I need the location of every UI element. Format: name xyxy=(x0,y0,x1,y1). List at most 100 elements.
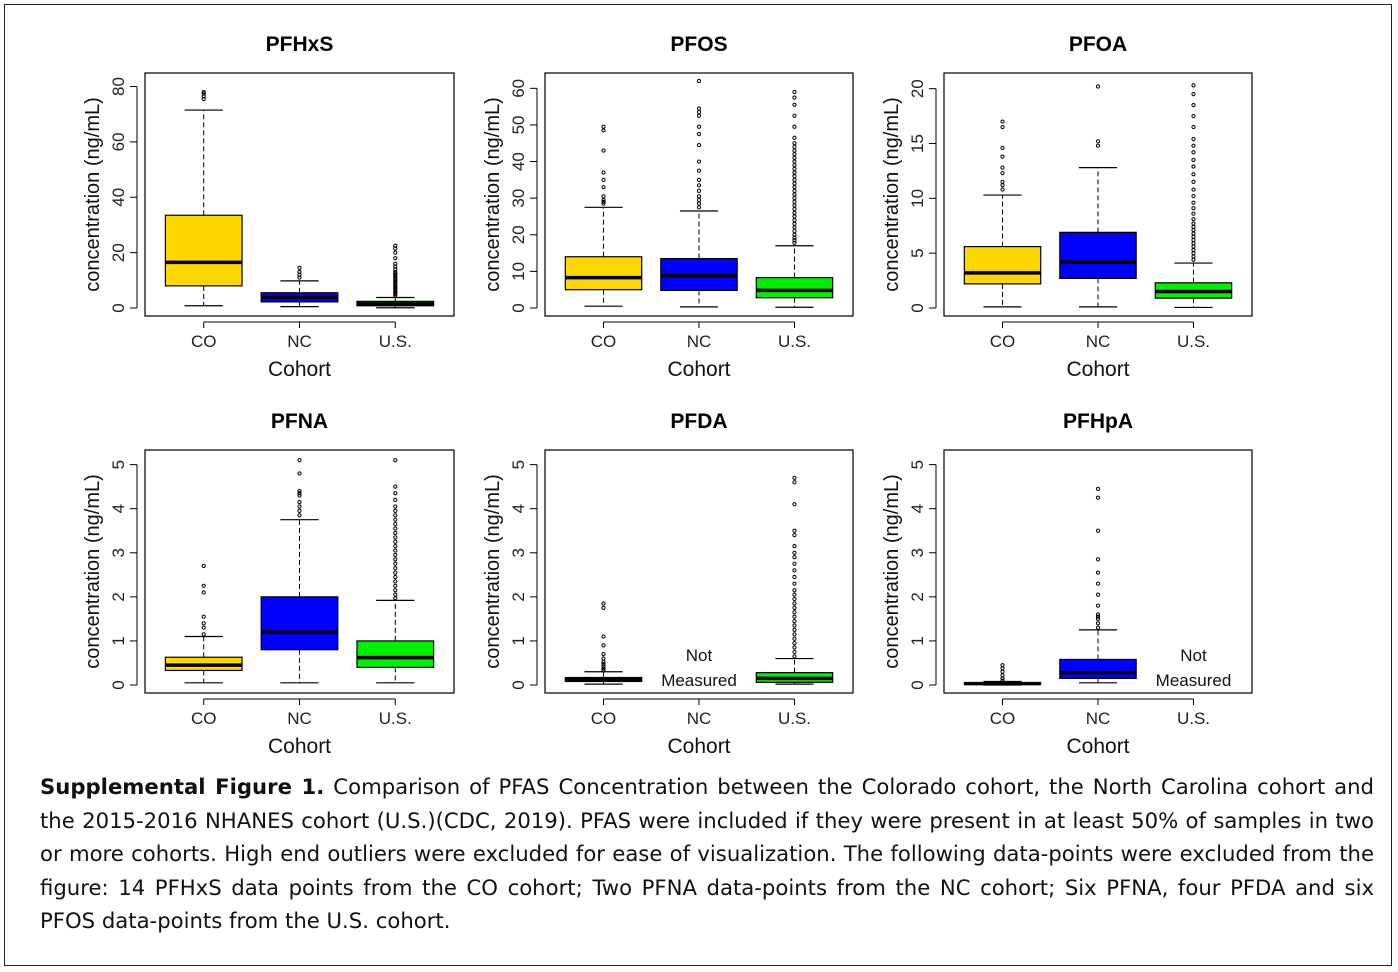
outlier-point xyxy=(1191,241,1196,246)
outlier-point xyxy=(297,265,302,270)
x-tick-label: NC xyxy=(687,332,712,351)
not-measured-label: Not xyxy=(1180,646,1207,665)
not-measured-label: Not xyxy=(686,646,713,665)
outlier-point xyxy=(792,177,797,182)
caption-label: Supplemental Figure 1. xyxy=(40,774,325,799)
outlier-point xyxy=(601,666,606,671)
outlier-point xyxy=(601,199,606,204)
outlier-point xyxy=(1191,124,1196,130)
outlier-point xyxy=(297,513,302,518)
outlier-point xyxy=(792,618,797,624)
y-tick-label: 0 xyxy=(908,680,927,689)
outlier-point xyxy=(792,144,797,150)
caption-text: Comparison of PFAS Concentration between… xyxy=(40,774,1374,933)
outlier-point xyxy=(792,544,797,549)
x-tick-label: NC xyxy=(687,709,712,728)
outlier-point xyxy=(297,471,302,476)
panel-pfhpa: PFHpA 0 1 2 3 4 5 concentration (ng/mL) CO NC U.S.… xyxy=(881,410,1253,758)
x-tick-label: CO xyxy=(591,332,617,351)
outlier-point xyxy=(792,480,797,485)
outlier-point xyxy=(1191,257,1196,262)
outlier-point xyxy=(297,499,302,505)
outlier-point xyxy=(393,261,398,266)
outlier-point xyxy=(792,152,797,157)
outlier-point xyxy=(1000,165,1005,170)
outlier-point xyxy=(393,526,398,531)
outlier-point xyxy=(792,218,797,223)
y-tick-label: 0 xyxy=(109,680,128,689)
outlier-point xyxy=(792,555,797,560)
x-tick-label: CO xyxy=(591,709,617,728)
outlier-point xyxy=(601,656,606,661)
iqr-box xyxy=(164,214,243,287)
plot-box xyxy=(943,449,1253,694)
y-tick-label: 10 xyxy=(509,262,528,281)
outlier-point xyxy=(792,210,797,215)
x-tick-label: U.S. xyxy=(778,709,811,728)
y-tick-label: 40 xyxy=(509,152,528,171)
plot-box xyxy=(943,72,1253,317)
outlier-point xyxy=(1191,251,1196,256)
outlier-point xyxy=(1191,103,1196,108)
box-us xyxy=(356,243,435,309)
outlier-point xyxy=(1191,228,1196,233)
y-tick-label: 3 xyxy=(908,548,927,557)
outlier-point xyxy=(792,596,797,602)
y-tick-label: 5 xyxy=(908,460,927,469)
outlier-point xyxy=(792,605,797,610)
outlier-point xyxy=(393,271,398,276)
x-tick-label: NC xyxy=(1086,332,1111,351)
outlier-point xyxy=(1191,234,1196,239)
outlier-point xyxy=(696,142,702,148)
iqr-box xyxy=(564,256,643,291)
outlier-point xyxy=(1000,124,1005,130)
outlier-point xyxy=(1000,119,1005,124)
outlier-point xyxy=(696,177,702,182)
plot-box xyxy=(544,72,854,317)
outlier-point xyxy=(1000,183,1005,188)
outlier-point xyxy=(393,243,398,248)
outlier-point xyxy=(201,89,206,95)
y-axis-label: concentration (ng/mL) xyxy=(482,97,504,292)
plot-box xyxy=(144,449,455,694)
y-tick-label: 80 xyxy=(109,77,128,96)
outlier-point xyxy=(696,159,702,164)
outlier-point xyxy=(1000,145,1005,150)
x-axis-label: Cohort xyxy=(1066,358,1129,381)
outlier-point xyxy=(792,163,797,168)
iqr-box xyxy=(356,640,435,668)
outlier-point xyxy=(601,128,606,133)
outlier-point xyxy=(792,502,797,507)
outlier-point xyxy=(1095,612,1101,617)
box-co xyxy=(164,89,243,307)
outlier-point xyxy=(1191,247,1196,252)
outlier-point xyxy=(1191,244,1196,249)
y-tick-label: 2 xyxy=(509,592,528,601)
outlier-point xyxy=(792,192,797,197)
box-nc xyxy=(260,265,339,308)
outlier-point xyxy=(1191,237,1196,243)
outlier-point xyxy=(601,605,606,610)
not-measured-label: Measured xyxy=(1156,671,1232,690)
outlier-point xyxy=(1191,200,1196,205)
outlier-point xyxy=(696,78,702,84)
outlier-point xyxy=(792,641,797,646)
box-nc xyxy=(1059,486,1137,684)
outlier-point xyxy=(792,124,797,129)
outlier-point xyxy=(1191,150,1196,155)
outlier-point xyxy=(1191,224,1196,229)
outlier-point xyxy=(1095,528,1101,533)
outlier-point xyxy=(792,229,797,234)
outlier-point xyxy=(792,214,797,219)
outlier-point xyxy=(1191,113,1196,119)
x-tick-label: CO xyxy=(191,709,217,728)
box-co xyxy=(164,563,243,684)
outlier-point xyxy=(601,177,606,182)
outlier-point xyxy=(1191,92,1196,97)
outlier-point xyxy=(696,197,702,203)
x-tick-label: U.S. xyxy=(379,709,412,728)
outlier-point xyxy=(1095,625,1101,630)
outlier-point xyxy=(792,533,797,538)
y-axis-label: concentration (ng/mL) xyxy=(881,97,903,292)
